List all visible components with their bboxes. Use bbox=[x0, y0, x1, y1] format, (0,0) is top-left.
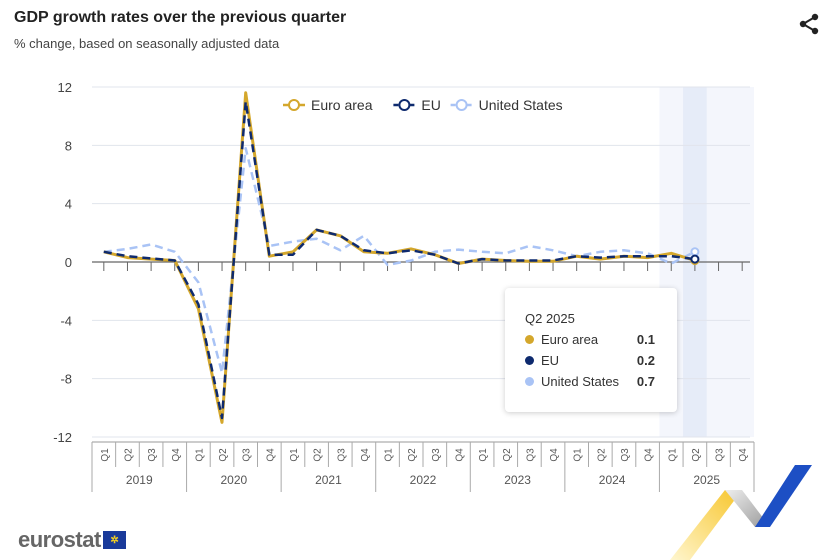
tooltip-row-united-states: United States 0.7 bbox=[525, 374, 665, 389]
legend-label: EU bbox=[421, 97, 440, 113]
quarter-label: Q4 bbox=[171, 448, 182, 462]
quarter-label: Q3 bbox=[431, 448, 442, 462]
y-tick-label: 0 bbox=[65, 255, 72, 270]
eurostat-logo: eurostat ✲ bbox=[18, 527, 126, 553]
quarter-label: Q1 bbox=[100, 448, 111, 462]
tooltip-title: Q2 2025 bbox=[525, 311, 575, 326]
year-label: 2020 bbox=[221, 473, 248, 487]
quarter-label: Q1 bbox=[384, 448, 395, 462]
quarter-label: Q1 bbox=[289, 448, 300, 462]
tooltip-value: 0.2 bbox=[636, 353, 655, 368]
logo-text: eurostat bbox=[18, 527, 101, 552]
legend-marker-icon bbox=[455, 99, 468, 111]
year-label: 2023 bbox=[504, 473, 531, 487]
quarter-label: Q1 bbox=[667, 448, 678, 462]
legend-label: United States bbox=[479, 97, 563, 113]
year-label: 2025 bbox=[693, 473, 720, 487]
quarter-label: Q4 bbox=[454, 448, 465, 462]
y-tick-label: -12 bbox=[53, 430, 72, 445]
quarter-label: Q3 bbox=[620, 448, 631, 462]
quarter-label: Q2 bbox=[407, 448, 418, 462]
quarter-label: Q1 bbox=[194, 448, 205, 462]
tooltip-label: Euro area bbox=[541, 332, 599, 347]
chart-title: GDP growth rates over the previous quart… bbox=[14, 9, 347, 26]
eu-dot-icon bbox=[525, 356, 534, 365]
legend-marker-icon bbox=[398, 99, 411, 111]
quarter-label: Q4 bbox=[265, 448, 276, 462]
legend-item-euro-area[interactable]: Euro area bbox=[283, 97, 373, 113]
quarter-label: Q2 bbox=[218, 448, 229, 462]
quarter-label: Q4 bbox=[549, 448, 560, 462]
quarter-label: Q4 bbox=[738, 448, 749, 462]
tooltip-row-eu: EU 0.2 bbox=[525, 353, 665, 368]
quarter-label: Q1 bbox=[573, 448, 584, 462]
hover-marker bbox=[690, 247, 700, 257]
quarter-label: Q2 bbox=[596, 448, 607, 462]
tooltip: Q2 2025 Euro area 0.1 EU 0.2 United States… bbox=[505, 288, 677, 412]
quarter-label: Q3 bbox=[147, 448, 158, 462]
y-tick-label: 8 bbox=[65, 138, 72, 153]
y-tick-label: -4 bbox=[60, 313, 72, 328]
quarter-label: Q4 bbox=[644, 448, 655, 462]
series-line-eu bbox=[103, 100, 696, 420]
quarter-label: Q1 bbox=[478, 448, 489, 462]
hover-marker bbox=[690, 254, 700, 264]
legend-item-united-states[interactable]: United States bbox=[450, 97, 563, 113]
share-icon[interactable] bbox=[797, 12, 821, 36]
tooltip-value: 0.7 bbox=[636, 374, 655, 389]
tooltip-label: EU bbox=[541, 353, 560, 368]
quarter-label: Q2 bbox=[691, 448, 702, 462]
year-label: 2019 bbox=[126, 473, 153, 487]
y-tick-label: 4 bbox=[65, 197, 72, 212]
legend-marker-icon bbox=[288, 99, 300, 111]
year-label: 2024 bbox=[599, 473, 626, 487]
quarter-label: Q3 bbox=[242, 448, 253, 462]
quarter-label: Q3 bbox=[336, 448, 347, 462]
year-label: 2021 bbox=[315, 473, 342, 487]
quarter-label: Q2 bbox=[313, 448, 324, 462]
tooltip-row-euro-area: Euro area 0.1 bbox=[525, 332, 665, 347]
year-label: 2022 bbox=[410, 473, 437, 487]
chart-subtitle: % change, based on seasonally adjusted d… bbox=[14, 36, 280, 51]
y-tick-label: -8 bbox=[60, 372, 72, 387]
quarter-label: Q3 bbox=[715, 448, 726, 462]
tooltip-value: 0.1 bbox=[636, 332, 655, 347]
tooltip-label: United States bbox=[541, 374, 620, 389]
quarter-label: Q4 bbox=[360, 448, 371, 462]
eu-flag-icon: ✲ bbox=[102, 531, 126, 549]
euro-area-dot-icon bbox=[525, 335, 534, 344]
y-tick-label: 12 bbox=[58, 80, 72, 95]
series-line-united-states bbox=[103, 147, 696, 375]
quarter-label: Q2 bbox=[502, 448, 513, 462]
quarter-label: Q2 bbox=[123, 448, 134, 462]
legend-label: Euro area bbox=[311, 97, 373, 113]
ribbon-decoration-icon bbox=[670, 465, 812, 560]
quarter-label: Q3 bbox=[525, 448, 536, 462]
united-states-dot-icon bbox=[525, 377, 534, 386]
legend-item-eu[interactable]: EU bbox=[393, 97, 441, 113]
